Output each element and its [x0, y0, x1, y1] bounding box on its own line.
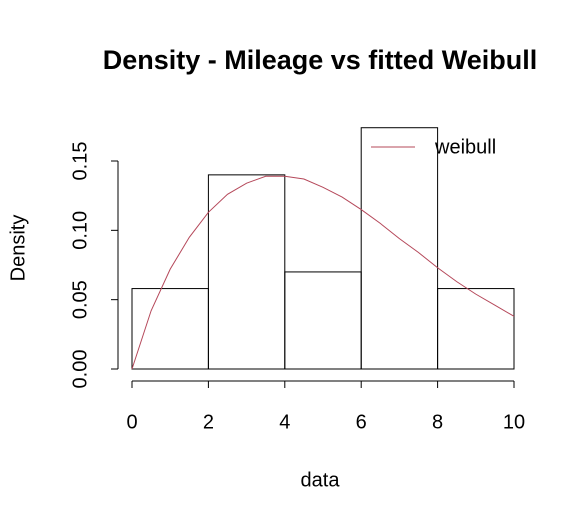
- chart-title: Density - Mileage vs fitted Weibull: [103, 45, 538, 75]
- x-tick-label: 8: [432, 411, 443, 433]
- bar: [131, 288, 209, 370]
- y-tick-label: 0.00: [69, 350, 91, 389]
- legend-label: weibull: [434, 136, 496, 158]
- bar: [207, 174, 286, 370]
- x-tick-label: 6: [356, 411, 367, 433]
- bar: [284, 271, 362, 370]
- x-tick-label: 0: [126, 411, 137, 433]
- y-tick-label: 0.15: [69, 142, 91, 181]
- x-tick-label: 10: [503, 411, 525, 433]
- x-axis-label: data: [301, 469, 341, 491]
- density-line: [131, 175, 515, 370]
- y-tick-label: 0.05: [69, 280, 91, 319]
- y-tick-label: 0.10: [69, 211, 91, 250]
- bar: [360, 127, 439, 370]
- x-tick-label: 2: [203, 411, 214, 433]
- x-tick-label: 4: [279, 411, 290, 433]
- bar: [437, 288, 515, 370]
- y-axis-label: Density: [7, 215, 29, 282]
